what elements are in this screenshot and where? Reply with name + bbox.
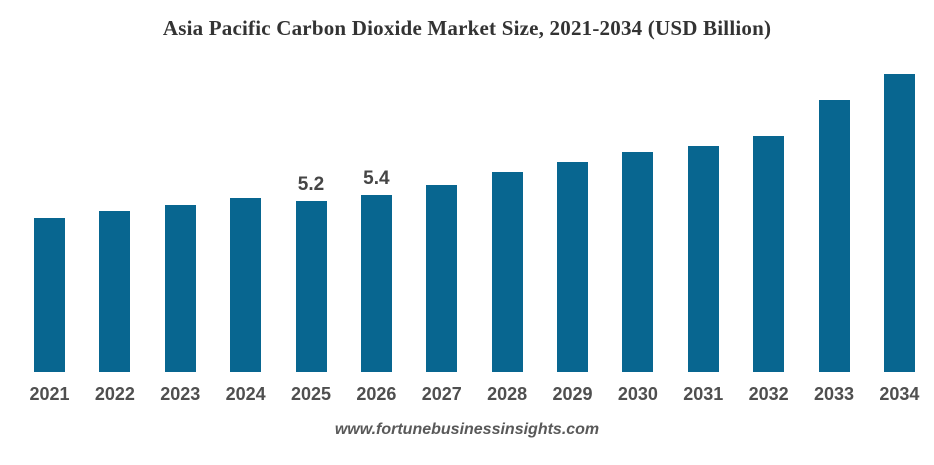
x-axis-label: 2026 — [356, 384, 397, 404]
bar — [491, 172, 523, 372]
x-axis-label: 2025 — [290, 384, 332, 404]
bar-group: 5.2 2025 — [291, 174, 331, 405]
bar — [818, 100, 850, 372]
x-axis-label: 2030 — [617, 384, 658, 404]
bar — [230, 198, 262, 372]
plot-area: 2021 2022 2023 2024 5.2 2025 5.4 2026 2027 2028 20… — [0, 42, 934, 405]
bar-group: 2030 — [618, 152, 658, 405]
bar — [295, 201, 327, 372]
bar-group: 2033 — [814, 100, 854, 405]
bar — [426, 185, 458, 372]
bar — [622, 152, 654, 372]
bar-group: 2023 — [160, 205, 200, 405]
x-axis-label: 2022 — [94, 384, 135, 404]
bar — [687, 146, 719, 372]
bar-group: 2024 — [226, 198, 266, 405]
x-axis-label: 2032 — [748, 384, 789, 404]
chart-title: Asia Pacific Carbon Dioxide Market Size,… — [162, 16, 772, 40]
bar — [164, 205, 196, 372]
x-axis-label: 2028 — [487, 384, 528, 404]
x-axis-label: 2033 — [813, 384, 855, 404]
bar — [883, 74, 915, 372]
bar-value-label: 5.2 — [297, 174, 325, 195]
bar — [753, 136, 785, 372]
bar — [557, 162, 588, 372]
bar-group: 2022 — [95, 211, 135, 405]
x-axis-label: 2023 — [160, 384, 201, 404]
x-axis-label: 2024 — [225, 384, 266, 404]
bar-group: 2031 — [683, 146, 723, 405]
bar — [99, 211, 131, 372]
x-axis-label: 2021 — [29, 384, 70, 404]
bar-group: 2021 — [29, 218, 70, 405]
bar-group: 5.4 2026 — [356, 168, 396, 405]
bar-group: 2028 — [487, 172, 527, 405]
bar-group: 2032 — [749, 136, 789, 405]
x-axis-label: 2029 — [552, 384, 593, 404]
bar — [360, 195, 392, 372]
x-axis-label: 2034 — [879, 384, 920, 404]
x-axis-label: 2027 — [421, 384, 462, 404]
x-axis-label: 2031 — [683, 384, 724, 404]
bar-value-label: 5.4 — [363, 168, 390, 189]
source-watermark: www.fortunebusinessinsights.com — [334, 421, 600, 438]
bar-group: 2029 — [552, 162, 593, 405]
bar-group: 2027 — [422, 185, 462, 405]
bar-group: 2034 — [879, 74, 919, 405]
bar — [34, 218, 65, 372]
